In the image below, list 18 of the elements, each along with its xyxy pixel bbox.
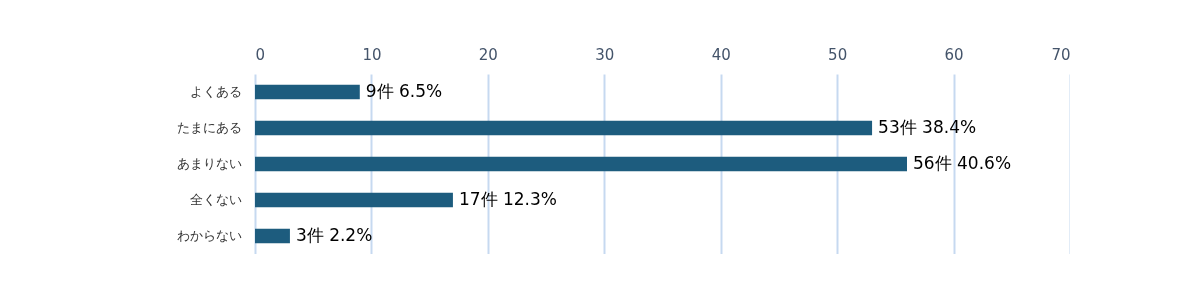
data-label: 53件 38.4% [878,117,977,137]
y-tick-label: あまりない [176,156,242,171]
y-tick-label: わからない [176,228,242,243]
x-tick-label: 40 [711,45,731,64]
x-tick-label: 0 [255,45,266,64]
y-tick-label: よくある [189,84,242,99]
data-label: 3件 2.2% [295,225,373,245]
x-tick-label: 20 [478,45,498,64]
data-label: 17件 12.3% [458,189,557,209]
x-tick-label: 50 [828,45,848,64]
data-label: 9件 6.5% [365,81,443,101]
x-tick-label: 10 [362,45,382,64]
x-tick-label: 70 [1051,45,1071,64]
y-tick-label: たまにある [176,120,242,135]
y-tick-label: 全くない [189,192,242,207]
x-tick-label: 30 [595,45,615,64]
data-label: 56件 40.6% [913,153,1012,173]
x-tick-label: 60 [944,45,964,64]
